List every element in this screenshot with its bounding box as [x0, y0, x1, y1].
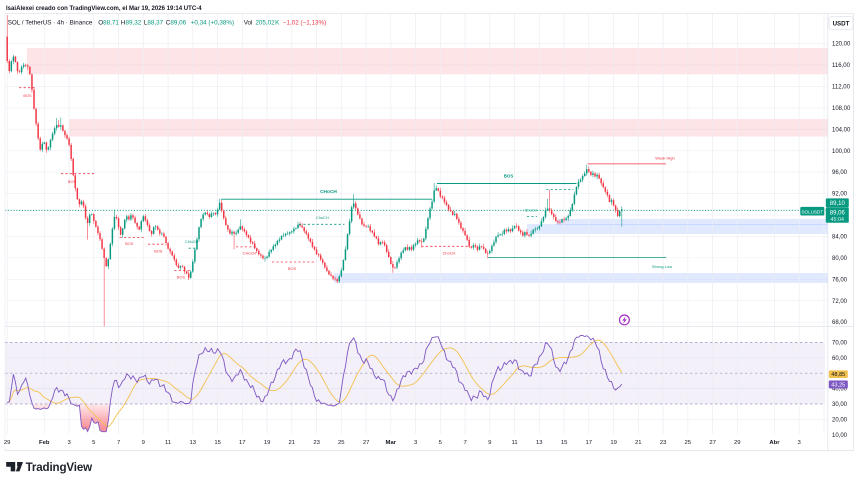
svg-text:USDT: USDT [833, 20, 850, 27]
svg-text:11: 11 [512, 440, 518, 446]
svg-text:Abr: Abr [769, 440, 780, 446]
svg-text:20,00: 20,00 [832, 418, 848, 424]
svg-text:15: 15 [214, 440, 221, 446]
svg-text:17: 17 [586, 440, 593, 446]
svg-text:13: 13 [190, 440, 197, 446]
svg-text:30,00: 30,00 [832, 402, 848, 408]
svg-text:O88,71: O88,71 [98, 20, 119, 27]
svg-text:CHoCH: CHoCH [243, 250, 257, 255]
svg-text:BOS: BOS [68, 179, 77, 184]
svg-text:29: 29 [4, 440, 11, 446]
svg-text:10,00: 10,00 [832, 433, 848, 439]
svg-text:108,00: 108,00 [832, 106, 851, 112]
svg-text:Mar: Mar [386, 440, 397, 446]
svg-text:ChoCH: ChoCH [443, 250, 456, 255]
svg-text:76,00: 76,00 [832, 277, 848, 283]
svg-text:L88,37: L88,37 [144, 20, 164, 27]
svg-text:116,00: 116,00 [832, 63, 851, 69]
svg-text:19: 19 [264, 440, 271, 446]
svg-text:3: 3 [798, 440, 802, 446]
svg-text:SOLUSDT: SOLUSDT [801, 209, 823, 214]
svg-text:11: 11 [165, 440, 171, 446]
svg-text:68,00: 68,00 [832, 320, 848, 326]
svg-text:ChoCH: ChoCH [525, 207, 538, 212]
svg-text:112,00: 112,00 [832, 85, 851, 91]
svg-text:70,00: 70,00 [832, 341, 848, 347]
svg-text:72,00: 72,00 [832, 299, 848, 305]
svg-text:89,10: 89,10 [830, 201, 846, 207]
svg-text:104,00: 104,00 [832, 127, 851, 133]
svg-text:C89,06: C89,06 [166, 20, 187, 27]
svg-text:SOL / TetherUS · 4h · Binance: SOL / TetherUS · 4h · Binance [8, 20, 93, 27]
svg-text:5: 5 [92, 440, 96, 446]
svg-text:27: 27 [363, 440, 370, 446]
svg-text:BOS: BOS [23, 93, 32, 98]
svg-text:21: 21 [635, 440, 642, 446]
svg-text:3: 3 [414, 440, 418, 446]
svg-text:Weak High: Weak High [655, 156, 675, 161]
svg-text:TradingView: TradingView [26, 461, 94, 474]
svg-text:205,02 K: 205,02 K [255, 20, 280, 27]
svg-text:40,00: 40,00 [832, 387, 848, 393]
svg-text:Strong Low: Strong Low [652, 264, 672, 269]
svg-text:27: 27 [709, 440, 716, 446]
svg-text:Feb: Feb [39, 440, 50, 446]
svg-text:ChoCH: ChoCH [316, 215, 329, 220]
svg-text:89,06: 89,06 [830, 210, 846, 216]
svg-text:BOS: BOS [125, 241, 134, 246]
svg-text:9: 9 [142, 440, 145, 446]
svg-text:60,00: 60,00 [832, 356, 848, 362]
svg-text:25: 25 [338, 440, 345, 446]
svg-text:23: 23 [660, 440, 667, 446]
svg-text:+0,34 (+0,38%): +0,34 (+0,38%) [191, 20, 234, 27]
svg-text:29: 29 [734, 440, 741, 446]
svg-text:48,85: 48,85 [831, 372, 845, 378]
svg-text:23: 23 [313, 440, 320, 446]
svg-text:9: 9 [488, 440, 491, 446]
svg-text:92,00: 92,00 [832, 192, 848, 198]
svg-text:13: 13 [536, 440, 543, 446]
svg-text:25: 25 [685, 440, 692, 446]
svg-text:CHoCH: CHoCH [185, 239, 199, 244]
svg-text:5: 5 [439, 440, 443, 446]
svg-text:BOS: BOS [288, 266, 297, 271]
svg-text:BOS: BOS [154, 248, 163, 253]
svg-text:80,00: 80,00 [832, 256, 848, 262]
svg-text:21: 21 [289, 440, 296, 446]
svg-text:43,25: 43,25 [831, 383, 845, 389]
svg-text:15: 15 [561, 440, 568, 446]
svg-text:Vol: Vol [244, 20, 253, 27]
svg-text:120,00: 120,00 [832, 42, 851, 48]
svg-text:−1,02 (−1,13%): −1,02 (−1,13%) [283, 20, 326, 27]
svg-text:7: 7 [463, 440, 466, 446]
svg-text:BOS: BOS [177, 275, 186, 280]
svg-text:BOS: BOS [504, 173, 514, 178]
svg-text:45:04: 45:04 [831, 217, 845, 223]
svg-text:7: 7 [117, 440, 120, 446]
svg-text:96,00: 96,00 [832, 170, 848, 176]
svg-text:19: 19 [610, 440, 617, 446]
svg-text:H89,32: H89,32 [121, 20, 142, 27]
svg-text:IsaiAlexei creado con TradingV: IsaiAlexei creado con TradingView.com, e… [6, 6, 202, 12]
svg-text:3: 3 [67, 440, 71, 446]
svg-text:CHoCH: CHoCH [320, 189, 337, 195]
svg-text:17: 17 [239, 440, 246, 446]
svg-text:100,00: 100,00 [832, 149, 851, 155]
svg-text:84,00: 84,00 [832, 235, 848, 241]
